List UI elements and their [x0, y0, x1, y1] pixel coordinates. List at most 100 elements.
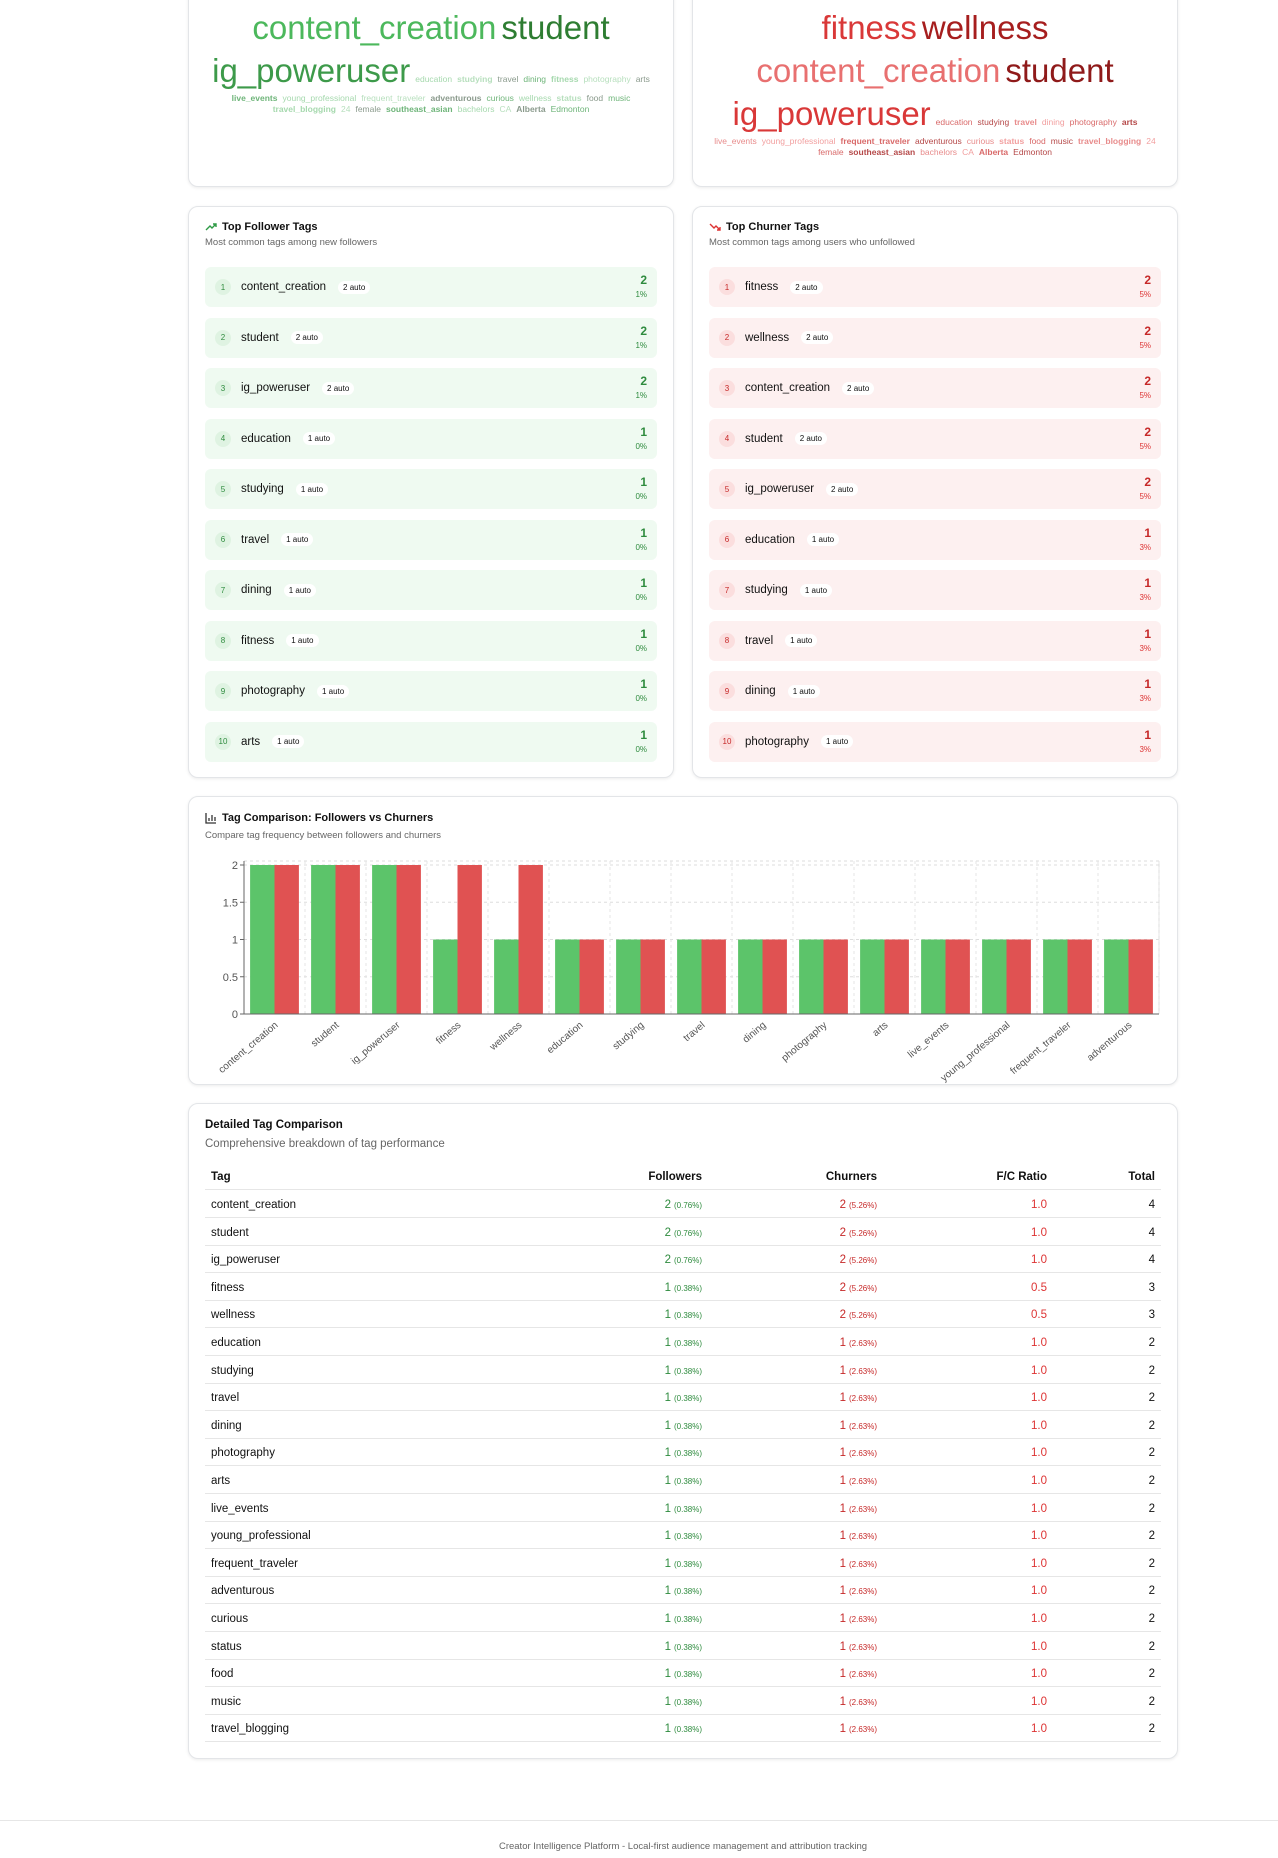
tag-cell: travel: [211, 1392, 240, 1405]
churners-percent: (2.63%): [848, 1587, 877, 1597]
tag-item: 4 education 1 auto 1 0%: [205, 418, 657, 459]
tag-badge: 2 auto: [790, 280, 823, 294]
x-tick-label: education: [545, 1020, 585, 1056]
tag-item: 9 dining 1 auto 1 3%: [709, 671, 1161, 711]
tag-name: travel: [745, 634, 774, 647]
y-tick-label: 0: [232, 1009, 238, 1021]
tag-badge: 1 auto: [316, 684, 350, 698]
total-cell: 3: [1148, 1309, 1155, 1322]
cloud-word: CA: [962, 146, 974, 157]
tag-badge: 2 auto: [826, 482, 859, 496]
followers-cell: 1 (0.38%): [665, 1447, 702, 1459]
cloud-word: curious: [966, 135, 995, 146]
followers-percent: (0.38%): [673, 1449, 702, 1459]
followers-percent: (0.38%): [673, 1477, 702, 1486]
tag-name: ig_poweruser: [241, 382, 311, 394]
bar: [921, 939, 946, 1014]
tag-cell: curious: [211, 1613, 249, 1625]
x-tick-label: content_creation: [217, 1020, 281, 1076]
bar: [677, 939, 702, 1014]
tag-badge: 1 auto: [785, 634, 818, 647]
churners-cell: 1 (2.63%): [840, 1420, 877, 1432]
bar: [1104, 939, 1129, 1014]
tag-name: fitness: [241, 634, 275, 647]
row-divider: [205, 1548, 1161, 1550]
rank-badge: 10: [719, 733, 735, 750]
ratio-cell: 1.0: [1031, 1640, 1047, 1653]
cloud-word: arts: [1121, 116, 1138, 127]
churners-cell: 2 (5.26%): [840, 1282, 877, 1294]
cloud-word: fitness: [821, 9, 917, 46]
churners-percent: (2.63%): [848, 1670, 877, 1680]
churners-percent: (2.63%): [848, 1339, 877, 1348]
row-divider: [205, 1272, 1161, 1274]
total-cell: 2: [1148, 1364, 1155, 1377]
followers-percent: (0.38%): [673, 1421, 702, 1431]
churners-count: 1: [839, 1723, 846, 1736]
cloud-word: food: [586, 92, 604, 103]
row-divider: [205, 1658, 1161, 1660]
cloud-word: status: [999, 135, 1025, 146]
x-tick-label: travel: [682, 1020, 708, 1044]
bar: [457, 865, 482, 1014]
followers-cell: 1 (0.38%): [665, 1723, 702, 1735]
tag-name: fitness: [745, 281, 779, 293]
total-cell: 4: [1148, 1254, 1155, 1267]
tag-badge: 2 auto: [290, 331, 323, 344]
tag-percent: 5%: [1139, 492, 1151, 501]
tag-cell: arts: [211, 1475, 231, 1487]
churners-cell: 1 (2.63%): [840, 1475, 877, 1487]
total-cell: 2: [1148, 1475, 1155, 1487]
followers-percent: (0.38%): [673, 1366, 702, 1376]
card-subtitle: Most common tags among new followers: [205, 237, 378, 248]
cloud-word: CA: [499, 103, 512, 114]
tag-count: 1: [640, 475, 647, 489]
churners-count: 1: [839, 1585, 846, 1598]
churners-percent: (5.26%): [848, 1228, 877, 1238]
tag-badge: 1 auto: [787, 684, 820, 698]
tag-item: 2 student 2 auto 2 1%: [205, 317, 657, 358]
x-tick-label: adventurous: [1085, 1020, 1134, 1064]
churners-cell: 1 (2.63%): [840, 1365, 877, 1377]
followers-percent: (0.38%): [673, 1587, 702, 1597]
tag-cell: wellness: [211, 1309, 256, 1322]
rank-badge: 2: [719, 329, 735, 346]
bar-chart-icon: [205, 813, 216, 824]
tag-count: 1: [1144, 525, 1151, 540]
cloud-word: student: [1005, 51, 1114, 89]
row-divider: [205, 1631, 1161, 1632]
rank-badge: 6: [719, 531, 735, 548]
cloud-word: young_professional: [282, 92, 357, 103]
tag-badge: 1 auto: [295, 482, 329, 496]
cloud-word: adventurous: [914, 135, 962, 146]
followers-cell: 1 (0.38%): [665, 1641, 702, 1653]
card-header: Tag Comparison: Followers vs Churners: [205, 812, 433, 824]
tag-name: studying: [745, 584, 788, 596]
followers-cell: 1 (0.38%): [665, 1420, 702, 1432]
ratio-cell: 0.5: [1031, 1281, 1047, 1294]
cloud-word: young_professional: [761, 135, 836, 146]
ratio-cell: 0.5: [1031, 1309, 1047, 1322]
churners-percent: (2.63%): [848, 1394, 877, 1404]
tag-item: 3 ig_poweruser 2 auto 2 1%: [205, 368, 657, 408]
churners-cell: 1 (2.63%): [840, 1723, 877, 1735]
cloud-word: education: [415, 73, 453, 84]
cloud-word: adventurous: [430, 92, 482, 103]
cloud-word: photography: [583, 73, 631, 84]
tag-item: 6 travel 1 auto 1 0%: [205, 519, 657, 560]
churners-percent: (2.63%): [848, 1642, 877, 1652]
table-card: Detailed Tag Comparison Comprehensive br…: [188, 1103, 1178, 1759]
followers-cell: 1 (0.38%): [665, 1309, 702, 1321]
total-cell: 2: [1148, 1502, 1155, 1515]
followers-cell: 2 (0.76%): [665, 1227, 702, 1239]
cloud-word: Alberta: [516, 103, 546, 114]
tag-count: 1: [640, 525, 647, 540]
row-divider: [205, 1575, 1161, 1577]
followers-count: 2: [664, 1226, 671, 1239]
x-tick-label: ig_poweruser: [349, 1019, 403, 1066]
row-divider: [205, 1382, 1161, 1384]
row-divider: [205, 1520, 1161, 1522]
churners-count: 1: [839, 1695, 846, 1708]
churners-count: 1: [839, 1364, 846, 1377]
tag-cell: food: [211, 1668, 234, 1681]
